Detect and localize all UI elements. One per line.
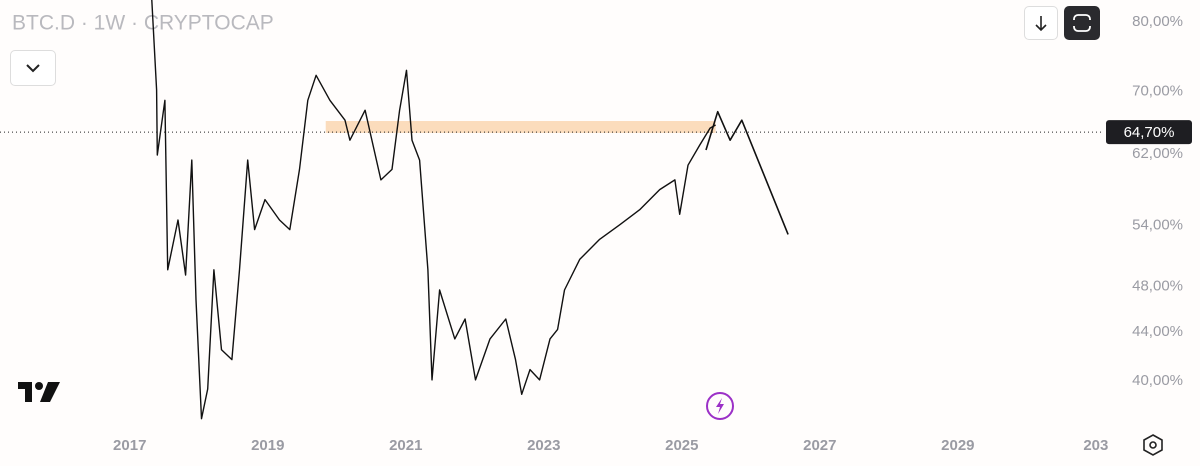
x-tick-label: 2029 — [941, 437, 974, 454]
tradingview-logo — [18, 382, 60, 402]
x-tick-label: 2025 — [665, 437, 698, 454]
y-tick-label: 62,00% — [1132, 145, 1183, 162]
y-tick-label: 70,00% — [1132, 82, 1183, 99]
arrow-icon — [1035, 16, 1047, 32]
highlight-zone — [325, 121, 716, 133]
y-tick-label: 44,00% — [1132, 323, 1183, 340]
projection-line — [705, 110, 789, 235]
y-tick-label: 40,00% — [1132, 372, 1183, 389]
download-button[interactable] — [1024, 6, 1058, 40]
x-tick-label: 2019 — [251, 437, 284, 454]
price-line — [151, 0, 716, 420]
settings-icon[interactable] — [1140, 432, 1166, 458]
y-tick-label: 80,00% — [1132, 13, 1183, 30]
x-tick-label: 2023 — [527, 437, 560, 454]
last-price-label: 64,70% — [1124, 124, 1175, 141]
fullscreen-button[interactable] — [1064, 6, 1100, 40]
x-tick-label: 2017 — [113, 437, 146, 454]
x-tick-label: 2021 — [389, 437, 422, 454]
y-tick-label: 48,00% — [1132, 278, 1183, 295]
chevron-icon — [26, 64, 40, 73]
x-tick-label: 2027 — [803, 437, 836, 454]
chart-title: BTC.D · 1W · CRYPTOCAP — [12, 12, 274, 35]
lightning-icon[interactable] — [704, 390, 736, 422]
dropdown-button[interactable] — [10, 50, 56, 86]
last-price-badge — [1106, 120, 1192, 145]
x-tick-label: 203 — [1083, 437, 1108, 454]
fullscreen-icon — [1072, 14, 1092, 32]
y-tick-label: 54,00% — [1132, 217, 1183, 234]
